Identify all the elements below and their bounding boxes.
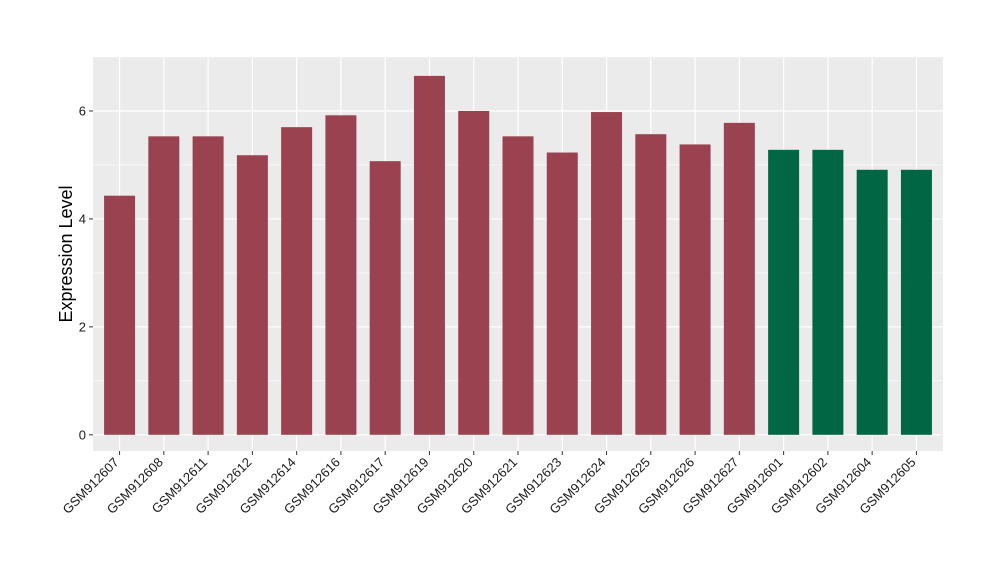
bar-GSM912621 bbox=[502, 136, 534, 435]
bar-GSM912602 bbox=[812, 149, 844, 435]
y-tick-label: 4 bbox=[79, 211, 86, 226]
bar-GSM912627 bbox=[723, 122, 755, 435]
bar-GSM912605 bbox=[900, 169, 932, 435]
y-tick-label: 6 bbox=[79, 103, 86, 118]
y-tick-label: 0 bbox=[79, 427, 86, 442]
y-axis: 0 2 4 6 bbox=[79, 103, 93, 442]
bar-GSM912611 bbox=[192, 136, 224, 435]
bar-GSM912616 bbox=[325, 115, 357, 435]
x-axis: GSM912607GSM912608GSM912611GSM912612GSM9… bbox=[59, 451, 919, 517]
bar-GSM912626 bbox=[679, 144, 711, 435]
bar-GSM912623 bbox=[546, 152, 578, 435]
y-axis-title: Expression Level bbox=[56, 185, 76, 322]
y-tick-label: 2 bbox=[79, 319, 86, 334]
bar-GSM912620 bbox=[458, 110, 490, 435]
bar-GSM912608 bbox=[148, 136, 180, 435]
bar-GSM912617 bbox=[369, 161, 401, 435]
bar-GSM912607 bbox=[104, 195, 136, 435]
bar-GSM912619 bbox=[413, 75, 445, 435]
bar-GSM912604 bbox=[856, 169, 888, 435]
bars bbox=[104, 75, 932, 435]
bar-GSM912624 bbox=[591, 112, 623, 435]
bar-GSM912612 bbox=[236, 155, 268, 435]
bar-GSM912601 bbox=[768, 149, 800, 435]
bar-GSM912614 bbox=[281, 127, 313, 435]
bar-GSM912625 bbox=[635, 134, 667, 435]
